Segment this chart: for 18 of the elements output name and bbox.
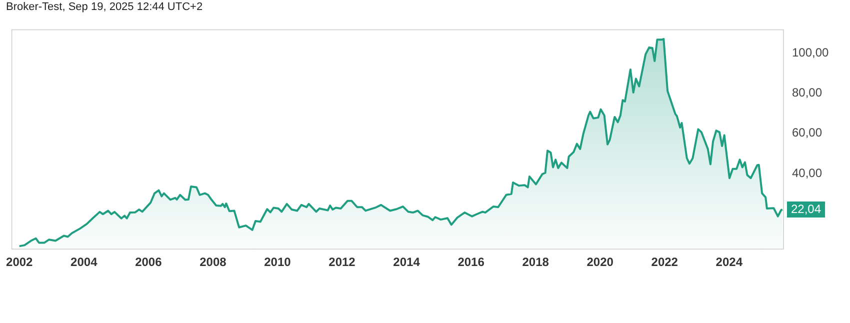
x-tick-label: 2002 <box>6 255 34 270</box>
text: 22,04 <box>791 202 822 216</box>
x-tick-label: 2024 <box>716 255 743 270</box>
y-tick-label: 40,00 <box>792 166 822 180</box>
chart-title: Broker-Test, Sep 19, 2025 12:44 UTC+2 <box>6 1 203 13</box>
y-tick-label: 80,00 <box>792 86 822 100</box>
x-tick-label: 2004 <box>70 255 98 270</box>
x-tick-label: 2022 <box>651 255 678 270</box>
x-tick-label: 2008 <box>200 255 227 270</box>
y-tick-label: 100,00 <box>792 46 830 60</box>
x-tick-label: 2006 <box>135 255 162 270</box>
y-tick-label: 60,00 <box>792 126 822 140</box>
x-tick-label: 2020 <box>586 255 614 270</box>
x-tick-label: 2012 <box>328 255 356 270</box>
x-tick-label: 2018 <box>522 255 550 270</box>
x-tick-label: 2010 <box>264 255 292 270</box>
x-tick-label: 2014 <box>393 255 420 270</box>
x-tick-label: 2016 <box>458 255 485 270</box>
